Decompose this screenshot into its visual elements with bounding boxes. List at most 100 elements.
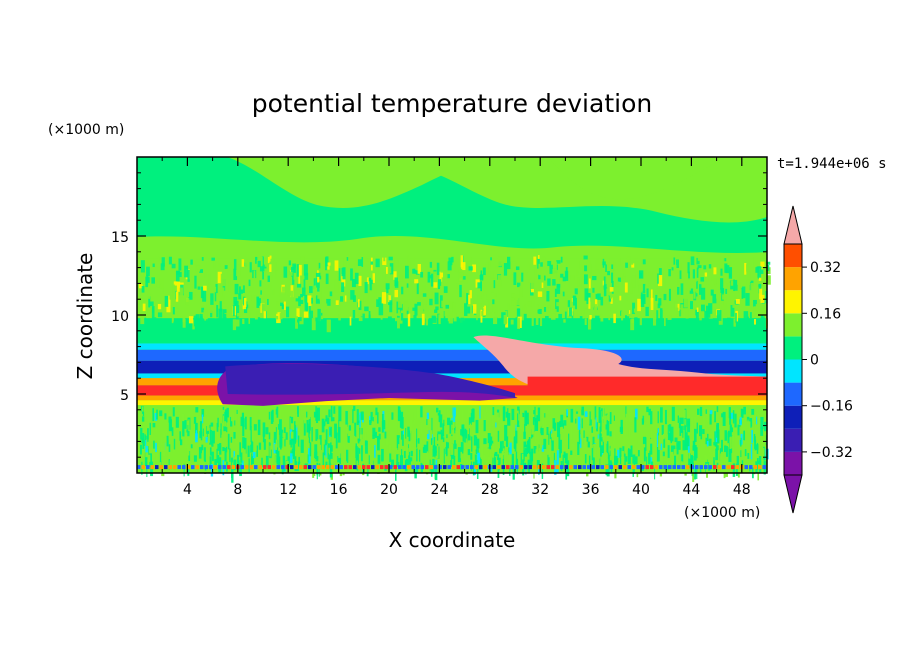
mid-texture-mark: [597, 293, 601, 300]
mid-texture-mark: [625, 316, 630, 325]
mid-texture-mark: [619, 295, 622, 301]
mid-texture-mark: [721, 302, 727, 310]
surface-noise-mark: [749, 465, 753, 470]
lower-texture-mark: [217, 417, 219, 428]
surface-noise-mark: [173, 465, 177, 470]
surface-noise-mark: [623, 465, 627, 470]
lower-texture-mark: [305, 438, 308, 448]
lower-texture-mark: [552, 428, 556, 438]
mid-texture-mark: [145, 276, 149, 288]
lower-texture-mark: [476, 438, 480, 449]
lower-texture-mark: [553, 422, 557, 431]
lower-texture-mark: [447, 417, 451, 426]
lower-texture-mark: [755, 444, 759, 450]
mid-texture-mark: [281, 304, 286, 310]
lower-texture-mark: [693, 444, 697, 461]
mid-texture-mark: [206, 300, 209, 310]
lower-texture-mark: [343, 445, 346, 457]
lower-texture-mark: [632, 454, 636, 464]
lower-texture-mark: [619, 454, 623, 465]
mid-texture-mark: [648, 271, 653, 277]
mid-texture-mark: [341, 274, 346, 287]
mid-texture-mark: [202, 290, 207, 302]
mid-texture-mark: [579, 316, 583, 326]
mid-texture-mark: [269, 270, 273, 281]
lower-texture-mark: [553, 452, 555, 463]
mid-texture-mark: [148, 296, 151, 308]
mid-texture-mark: [653, 307, 657, 320]
lower-texture-mark: [667, 432, 671, 441]
mid-texture-mark: [503, 314, 508, 325]
lower-texture-mark: [453, 446, 455, 458]
lower-texture-mark: [248, 458, 250, 473]
mid-texture-mark: [761, 316, 765, 327]
mid-texture-mark: [291, 267, 295, 277]
lower-texture-mark: [207, 427, 210, 443]
mid-texture-mark: [685, 305, 689, 319]
lower-texture-mark: [660, 407, 663, 423]
lower-texture-mark: [624, 430, 627, 436]
mid-texture-mark: [586, 260, 591, 273]
mid-texture-mark: [564, 311, 567, 319]
lower-texture-mark: [219, 442, 222, 455]
lower-texture-mark: [713, 457, 715, 471]
lower-texture-mark: [426, 441, 429, 453]
lower-texture-mark: [649, 438, 653, 444]
mid-texture-mark: [510, 319, 514, 325]
mid-texture-mark: [281, 281, 283, 285]
lower-texture-mark: [680, 461, 683, 469]
lower-texture-mark: [176, 464, 178, 471]
mid-texture-mark: [294, 267, 298, 275]
lower-texture-mark: [202, 424, 206, 431]
lower-texture-mark: [416, 408, 420, 419]
lower-texture-mark: [462, 427, 465, 442]
lower-texture-mark: [308, 423, 310, 438]
lower-texture-mark: [290, 433, 292, 448]
lower-texture-mark: [680, 426, 683, 433]
lower-texture-mark: [592, 436, 595, 446]
surface-noise-mark: [735, 465, 739, 470]
lower-texture-mark: [689, 438, 693, 453]
lower-texture-mark: [598, 407, 601, 424]
lower-texture-mark: [450, 407, 453, 419]
lower-texture-mark: [437, 415, 439, 428]
lower-texture-mark: [436, 445, 439, 459]
lower-texture-mark: [430, 464, 433, 477]
mid-texture-mark: [242, 285, 245, 294]
mid-texture-mark: [720, 268, 723, 276]
mid-texture-mark: [746, 279, 750, 285]
lower-texture-mark: [606, 462, 610, 477]
mid-texture-mark: [366, 277, 370, 285]
lower-texture-mark: [625, 413, 628, 427]
mid-texture-mark: [157, 256, 160, 263]
mid-texture-mark: [275, 309, 278, 314]
lower-texture-mark: [600, 456, 603, 467]
lower-texture-mark: [325, 425, 329, 433]
lower-texture-mark: [743, 460, 747, 470]
lower-texture-mark: [402, 430, 404, 435]
lower-texture-mark: [580, 430, 582, 439]
mid-texture-mark: [488, 261, 491, 268]
mid-texture-mark: [241, 259, 245, 267]
lower-texture-mark: [319, 435, 322, 450]
lower-texture-mark: [636, 464, 639, 478]
mid-texture-mark: [701, 304, 705, 312]
mid-texture-mark: [430, 291, 433, 305]
mid-texture-mark: [613, 313, 616, 324]
lower-texture-mark: [696, 422, 698, 434]
lower-texture-mark: [315, 429, 319, 441]
surface-noise-mark: [492, 465, 496, 470]
mid-texture-mark: [481, 311, 485, 317]
lower-texture-mark: [741, 460, 744, 465]
mid-texture-mark: [190, 259, 193, 265]
mid-texture-mark: [614, 286, 619, 299]
lower-texture-mark: [308, 437, 311, 444]
lower-texture-mark: [242, 421, 245, 437]
lower-texture-mark: [344, 461, 347, 469]
lower-texture-mark: [522, 459, 525, 476]
mid-texture-mark: [156, 277, 160, 288]
surface-noise-mark: [272, 465, 276, 470]
mid-texture-mark: [197, 286, 201, 290]
lower-texture-mark: [570, 450, 573, 455]
surface-noise-mark: [258, 465, 262, 470]
